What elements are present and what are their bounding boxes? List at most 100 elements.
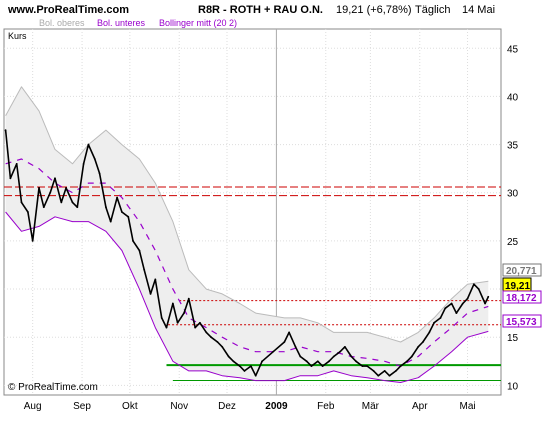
y-axis-ticks: 1015202530354045 [507,44,519,392]
price-point [422,341,424,343]
bollinger-lower-line [5,211,489,383]
price-point [466,297,469,300]
price-point [477,288,480,290]
y-tick-label: 30 [507,189,519,200]
y-tick-label: 25 [507,237,519,248]
price-point [332,355,335,358]
price-point [176,321,179,324]
price-point [205,331,208,334]
price-point [4,129,7,132]
bollinger-band [5,86,489,383]
price-point [461,302,464,305]
x-tick-label: Okt [122,401,138,412]
price-point [350,355,353,358]
price-point [210,336,212,339]
price-line [4,130,490,377]
copyright: © ProRealTime.com [8,382,98,393]
price-point [294,345,297,348]
price-point [49,191,52,194]
price-point [65,187,68,189]
price-point [109,220,112,223]
price-point [15,162,18,165]
price-point [433,321,435,324]
price-point [120,211,123,213]
price-point [372,370,375,372]
price-point [42,206,45,209]
price-point [187,297,190,300]
price-point [82,162,85,165]
price-point [132,239,134,242]
x-axis-ticks: Aug Sep Okt Nov Dez 2009 Feb Mär Apr Mai [24,401,476,412]
price-point [410,355,413,358]
badge-mid: 18,172 [502,290,542,304]
price-point [355,360,357,363]
price-point [316,360,319,363]
x-tick-label: Nov [170,401,188,412]
price-point [254,374,257,377]
price-point [31,239,34,242]
price-point [76,206,79,209]
legend-bol-upper: Bol. oberes [39,18,85,28]
price-point [216,341,219,343]
legend-kurs: Kurs [8,31,27,41]
price-point [450,302,453,305]
svg-text:20,771: 20,771 [506,266,537,277]
price-point [221,345,224,348]
price-point [250,365,252,368]
price-point [394,370,397,372]
x-tick-label: Sep [73,401,91,412]
x-tick-label: Aug [24,401,42,412]
price-point [377,374,380,377]
date-label: 14 Mai [462,4,495,16]
price-point [406,360,408,363]
price-point [484,302,486,305]
price-point [26,211,29,213]
price-point [305,360,308,363]
price-point [160,317,163,319]
price-point [473,283,475,286]
svg-text:19,21: 19,21 [505,281,530,292]
bollinger-upper-line [5,86,489,343]
legend-bol-lower: Bol. unteres [97,18,146,28]
chart-title: R8R - ROTH + RAU O.N. [198,4,323,16]
price-point [283,341,286,343]
price-point [310,365,313,368]
price-point [321,365,324,368]
x-tick-label: Mai [459,401,475,412]
price-point [154,278,157,281]
price-point [243,370,246,372]
price-point [343,345,346,348]
price-point [149,292,152,295]
badge-lower: 15,573 [502,314,542,328]
price-point [183,312,185,315]
price-point [428,331,431,334]
series [4,86,490,383]
price-point [71,201,74,204]
price-point [227,355,230,358]
price-point [328,360,330,363]
price-point [194,326,197,329]
price-point [54,177,56,180]
badge-upper: 20,771 [502,263,542,277]
price-point [87,143,90,146]
price-point [20,201,23,204]
x-tick-label: Dez [218,401,236,412]
x-tick-label: Feb [317,401,335,412]
price-point [299,355,302,358]
price-point [127,215,130,218]
price-point [98,172,101,175]
y-tick-label: 10 [507,381,519,392]
price-point [143,268,146,271]
price-point [171,302,174,305]
price-point [383,370,386,372]
legend-bol-mid: Bollinger mitt (20 2) [159,18,237,28]
svg-text:15,573: 15,573 [506,317,537,328]
price-point [261,360,263,363]
price-point [339,350,342,353]
horizontal-lines [4,186,501,382]
badge-price: 19,21 [502,277,532,292]
price-point [60,201,63,204]
x-tick-label: Mär [362,401,380,412]
price-point [388,374,391,377]
svg-text:18,172: 18,172 [506,293,537,304]
